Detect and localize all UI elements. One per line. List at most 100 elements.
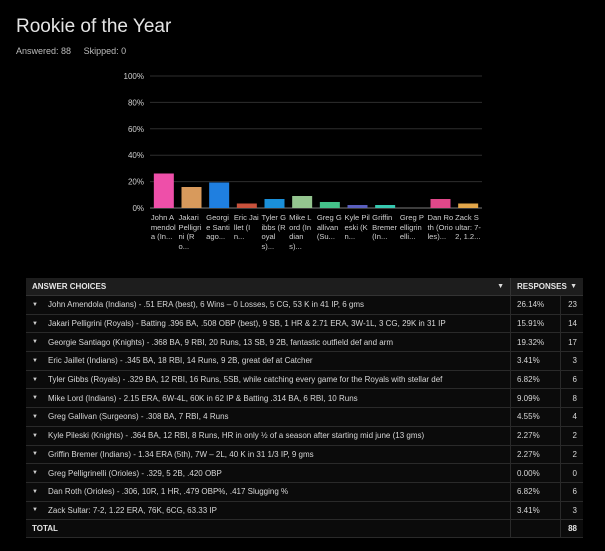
x-tick-label: Tyler Gibbs (Royals)... [261, 213, 286, 251]
bar[interactable] [209, 182, 230, 208]
table-row: ▼ Kyle Pileski (Knights) - .364 BA, 12 RB… [26, 426, 583, 446]
x-tick-label: Mike Lord (Indians)... [289, 213, 312, 251]
table-row: ▼ Georgie Santiago (Knights) - .368 BA, 9… [26, 333, 583, 353]
x-tick-label: Griffin Bremer (In... [372, 213, 398, 242]
answer-choice-cell: ▼ Tyler Gibbs (Royals) - .329 BA, 12 RBI,… [26, 370, 511, 389]
answer-choice-text: Eric Jaillet (Indians) - .345 BA, 18 RBI… [48, 356, 313, 366]
bar[interactable] [264, 198, 285, 208]
y-tick-label: 100% [124, 72, 144, 81]
response-percent: 0.00% [511, 464, 561, 482]
y-tick-label: 20% [128, 178, 144, 187]
expand-triangle-icon[interactable]: ▼ [32, 395, 38, 402]
column-responses[interactable]: RESPONSES ▼ [517, 282, 577, 291]
expand-triangle-icon[interactable]: ▼ [32, 488, 38, 495]
table-row: ▼ Mike Lord (Indians) - 2.15 ERA, 6W-4L, … [26, 389, 583, 409]
answer-choice-text: John Amendola (Indians) - .51 ERA (best)… [48, 300, 365, 310]
expand-triangle-icon[interactable]: ▼ [32, 320, 38, 327]
page-title: Rookie of the Year [16, 16, 172, 37]
x-tick-label: Greg Gallivan (Su... [316, 213, 342, 242]
response-count: 2 [572, 449, 577, 459]
expand-triangle-icon[interactable]: ▼ [32, 413, 38, 420]
response-count: 8 [572, 393, 577, 403]
response-percent: 19.32% [511, 333, 561, 352]
table-row: ▼ Greg Pelligrinelli (Orioles) - .329, 5 … [26, 464, 583, 483]
sort-caret-icon[interactable]: ▼ [497, 283, 504, 290]
response-count: 0 [572, 468, 577, 478]
answer-choice-text: Zack Sultar: 7-2, 1.22 ERA, 76K, 6CG, 63… [48, 505, 217, 515]
answer-choice-cell: ▼ Eric Jaillet (Indians) - .345 BA, 18 RB… [26, 352, 511, 370]
total-label: TOTAL [26, 520, 511, 538]
response-percent: 6.82% [511, 482, 561, 501]
bar[interactable] [153, 173, 174, 208]
bar[interactable] [375, 205, 396, 208]
table-row: ▼ Tyler Gibbs (Royals) - .329 BA, 12 RBI,… [26, 370, 583, 390]
x-tick-label: Kyle Pileski (Kn... [344, 213, 370, 242]
response-count: 6 [572, 375, 577, 385]
response-count: 3 [572, 505, 577, 515]
answer-choice-cell: ▼ Georgie Santiago (Knights) - .368 BA, 9… [26, 333, 511, 352]
total-row: TOTAL 88 [26, 520, 583, 539]
expand-triangle-icon[interactable]: ▼ [32, 376, 38, 383]
answer-choice-text: Jakari Pelligrini (Royals) - Batting .39… [48, 319, 446, 329]
answer-choice-text: Greg Pelligrinelli (Orioles) - .329, 5 2… [48, 468, 222, 478]
total-value: 88 [568, 524, 577, 534]
answer-choice-text: Griffin Bremer (Indians) - 1.34 ERA (5th… [48, 449, 314, 459]
column-answer-choices[interactable]: ANSWER CHOICES ▼ [26, 278, 511, 295]
answer-table: ANSWER CHOICES ▼ RESPONSES ▼ ▼ John Amend… [26, 278, 583, 539]
x-tick-label: Jakari Pelligrini (Ro... [178, 213, 202, 251]
bar[interactable] [319, 201, 340, 208]
expand-triangle-icon[interactable]: ▼ [32, 339, 38, 346]
answered-count: Answered: 88 [16, 46, 72, 56]
table-row: ▼ Griffin Bremer (Indians) - 1.34 ERA (5t… [26, 445, 583, 465]
answer-choice-cell: ▼ Griffin Bremer (Indians) - 1.34 ERA (5t… [26, 445, 511, 464]
x-tick-label: Greg Pelligrinelli... [399, 213, 424, 242]
answer-choice-cell: ▼ Kyle Pileski (Knights) - .364 BA, 12 RB… [26, 426, 511, 445]
y-tick-label: 60% [128, 125, 144, 134]
table-row: ▼ John Amendola (Indians) - .51 ERA (best… [26, 296, 583, 315]
response-count: 23 [568, 300, 577, 310]
answer-choice-text: Dan Roth (Orioles) - .306, 10R, 1 HR, .4… [48, 487, 289, 497]
bar[interactable] [292, 196, 313, 208]
response-count: 3 [572, 356, 577, 366]
table-row: ▼ Eric Jaillet (Indians) - .345 BA, 18 RB… [26, 352, 583, 371]
response-percent: 3.41% [511, 501, 561, 520]
response-summary: Answered: 88 Skipped: 0 [16, 46, 136, 56]
response-count: 14 [568, 319, 577, 329]
y-tick-label: 80% [128, 98, 144, 107]
answer-choice-text: Kyle Pileski (Knights) - .364 BA, 12 RBI… [48, 431, 425, 441]
answer-choice-cell: ▼ Jakari Pelligrini (Royals) - Batting .3… [26, 314, 511, 333]
response-percent: 9.09% [511, 389, 561, 408]
response-percent: 6.82% [511, 370, 561, 389]
expand-triangle-icon[interactable]: ▼ [32, 357, 38, 364]
x-tick-label: Eric Jaillet (In... [233, 213, 259, 242]
expand-triangle-icon[interactable]: ▼ [32, 507, 38, 514]
response-percent: 26.14% [511, 296, 561, 314]
expand-triangle-icon[interactable]: ▼ [32, 470, 38, 477]
answer-choice-cell: ▼ Zack Sultar: 7-2, 1.22 ERA, 76K, 6CG, 6… [26, 501, 511, 520]
answer-choice-text: Greg Gallivan (Surgeons) - .308 BA, 7 RB… [48, 412, 229, 422]
response-percent: 4.55% [511, 408, 561, 426]
response-percent: 2.27% [511, 426, 561, 445]
bar[interactable] [430, 198, 451, 208]
response-percent: 2.27% [511, 445, 561, 464]
y-tick-label: 40% [128, 151, 144, 160]
expand-triangle-icon[interactable]: ▼ [32, 451, 38, 458]
x-tick-label: Georgie Santiago... [206, 213, 230, 242]
bar[interactable] [236, 203, 257, 208]
expand-triangle-icon[interactable]: ▼ [32, 432, 38, 439]
bar[interactable] [347, 205, 368, 208]
sort-caret-icon[interactable]: ▼ [570, 283, 577, 290]
table-row: ▼ Zack Sultar: 7-2, 1.22 ERA, 76K, 6CG, 6… [26, 501, 583, 521]
answer-choice-cell: ▼ John Amendola (Indians) - .51 ERA (best… [26, 296, 511, 314]
bar[interactable] [181, 186, 202, 208]
response-count: 6 [572, 487, 577, 497]
answer-choice-cell: ▼ Greg Gallivan (Surgeons) - .308 BA, 7 R… [26, 408, 511, 426]
table-row: ▼ Greg Gallivan (Surgeons) - .308 BA, 7 R… [26, 408, 583, 427]
expand-triangle-icon[interactable]: ▼ [32, 301, 38, 308]
table-header: ANSWER CHOICES ▼ RESPONSES ▼ [26, 278, 583, 296]
y-tick-label: 0% [132, 204, 144, 213]
bar-chart: 100% 80% 60% 40% 20% 0% [124, 72, 482, 213]
answer-choice-cell: ▼ Greg Pelligrinelli (Orioles) - .329, 5 … [26, 464, 511, 482]
response-count: 17 [568, 337, 577, 347]
bar[interactable] [458, 203, 479, 208]
